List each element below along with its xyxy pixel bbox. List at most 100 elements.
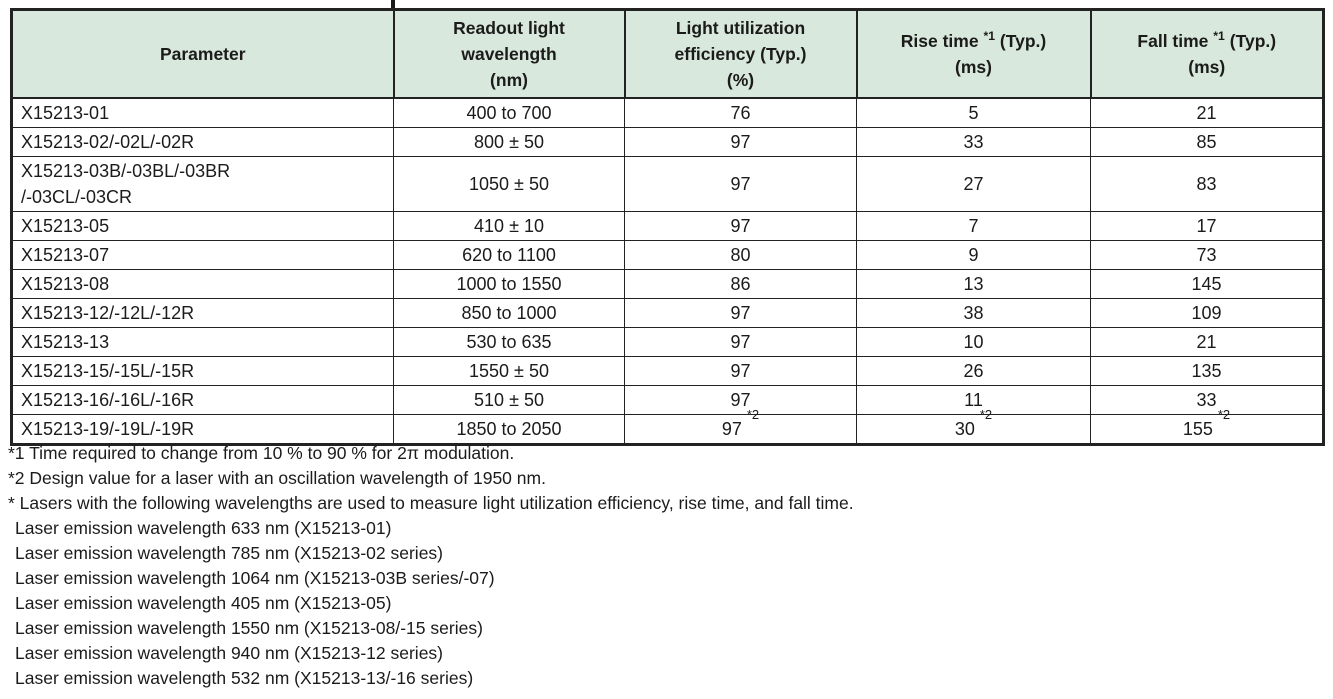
cell-wavelength: 620 to 1100 — [393, 240, 625, 270]
cell-wavelength: 400 to 700 — [393, 97, 625, 128]
cell-fall-time: 73 — [1090, 240, 1324, 270]
cell-fall-time: 83 — [1090, 156, 1324, 212]
col-header-efficiency-line2: efficiency (Typ.) — [674, 44, 807, 64]
laser-wavelength-line: Laser emission wavelength 785 nm (X15213… — [15, 543, 444, 563]
cell-fall-time: 21 — [1090, 327, 1324, 357]
cell-fall-time: 85 — [1090, 127, 1324, 157]
cell-efficiency: 80 — [624, 240, 857, 270]
cell-parameter: X15213-15/-15L/-15R — [11, 356, 394, 386]
footnotes: *1 Time required to change from 10 % to … — [8, 441, 854, 691]
table-row: X15213-16/-16L/-16R 510 ± 50 97 11 33 — [11, 385, 1324, 415]
cell-fall-time: 17 — [1090, 211, 1324, 241]
cell-parameter: X15213-19/-19L/-19R — [11, 414, 394, 445]
cell-fall-time: 135 — [1090, 356, 1324, 386]
cell-wavelength: 1000 to 1550 — [393, 269, 625, 299]
table-row: X15213-13 530 to 635 97 10 21 — [11, 327, 1324, 357]
cell-efficiency: 86 — [624, 269, 857, 299]
cell-fall-time: 145 — [1090, 269, 1324, 299]
laser-wavelength-line: Laser emission wavelength 405 nm (X15213… — [15, 593, 392, 613]
cell-rise-time: 13 — [856, 269, 1091, 299]
cropped-title-fragment — [391, 0, 395, 9]
cell-efficiency: 76 — [624, 97, 857, 128]
col-header-efficiency: Light utilization efficiency (Typ.) (%) — [623, 8, 858, 99]
table-row: X15213-05 410 ± 10 97 7 17 — [11, 211, 1324, 241]
cell-parameter: X15213-01 — [11, 97, 394, 128]
rise-footnote-marker: *1 — [983, 29, 996, 44]
col-header-parameter-label: Parameter — [159, 44, 246, 64]
cell-rise-time: 5 — [856, 97, 1091, 128]
cell-rise-time: 27 — [856, 156, 1091, 212]
table-row: X15213-03B/-03BL/-03BR /-03CL/-03CR 1050… — [11, 156, 1324, 212]
cell-rise-time: 10 — [856, 327, 1091, 357]
col-header-rise-time-line1: Rise time *1 (Typ.) — [900, 29, 1047, 51]
table-row: X15213-02/-02L/-02R 800 ± 50 97 33 85 — [11, 127, 1324, 157]
cell-rise-time: 7 — [856, 211, 1091, 241]
laser-wavelength-line: Laser emission wavelength 940 nm (X15213… — [15, 643, 444, 663]
cell-wavelength: 410 ± 10 — [393, 211, 625, 241]
col-header-wavelength: Readout light wavelength (nm) — [392, 8, 626, 99]
cell-wavelength: 850 to 1000 — [393, 298, 625, 328]
col-header-parameter: Parameter — [10, 8, 395, 99]
spec-table: Parameter Readout light wavelength (nm) … — [10, 8, 1325, 446]
cell-parameter: X15213-07 — [11, 240, 394, 270]
table-row: X15213-19/-19L/-19R 1850 to 2050 97*2 30… — [11, 408, 1324, 445]
cell-fall-time-note: *2 — [1217, 407, 1231, 422]
fall-footnote-marker: *1 — [1213, 29, 1225, 44]
laser-wavelength-line: Laser emission wavelength 532 nm (X15213… — [15, 668, 474, 688]
cell-rise-time: 11 — [856, 385, 1091, 415]
cell-efficiency: 97 — [624, 127, 857, 157]
cell-efficiency: 97 — [624, 156, 857, 212]
cell-wavelength: 1550 ± 50 — [393, 356, 625, 386]
cell-fall-time: 155*2 — [1090, 408, 1324, 445]
table-header-row: Parameter Readout light wavelength (nm) … — [10, 8, 1325, 99]
cell-wavelength: 1850 to 2050 — [393, 414, 625, 445]
cell-efficiency-note: *2 — [746, 407, 760, 422]
table-row: X15213-15/-15L/-15R 1550 ± 50 97 26 135 — [11, 356, 1324, 386]
col-header-efficiency-line1: Light utilization — [675, 18, 806, 38]
laser-wavelength-line: Laser emission wavelength 1064 nm (X1521… — [15, 568, 495, 588]
cell-efficiency: 97 — [624, 327, 857, 357]
cell-rise-time: 9 — [856, 240, 1091, 270]
cell-wavelength: 1050 ± 50 — [393, 156, 625, 212]
col-header-wavelength-line1: Readout light — [453, 18, 565, 38]
cell-parameter: X15213-13 — [11, 327, 394, 357]
cell-efficiency: 97*2 — [624, 408, 857, 445]
table-row: X15213-07 620 to 1100 80 9 73 — [11, 240, 1324, 270]
cell-efficiency: 97 — [624, 298, 857, 328]
cell-rise-time: 33 — [856, 127, 1091, 157]
footnote-general: * Lasers with the following wavelengths … — [8, 493, 854, 513]
table-row: X15213-01 400 to 700 76 5 21 — [11, 97, 1324, 128]
col-header-fall-time-line1: Fall time *1 (Typ.) — [1137, 29, 1277, 51]
cell-parameter: X15213-12/-12L/-12R — [11, 298, 394, 328]
cell-parameter: X15213-02/-02L/-02R — [11, 127, 394, 157]
cell-parameter: X15213-05 — [11, 211, 394, 241]
footnote-2: *2 Design value for a laser with an osci… — [8, 468, 546, 488]
table-row: X15213-12/-12L/-12R 850 to 1000 97 38 10… — [11, 298, 1324, 328]
cell-parameter: X15213-03B/-03BL/-03BR /-03CL/-03CR — [11, 156, 394, 212]
col-header-wavelength-line2: wavelength — [461, 44, 557, 64]
col-header-fall-time-unit: (ms) — [1188, 57, 1226, 77]
col-header-rise-time: Rise time *1 (Typ.) (ms) — [855, 8, 1092, 99]
cell-rise-time-note: *2 — [979, 407, 993, 422]
cell-wavelength: 510 ± 50 — [393, 385, 625, 415]
cell-fall-time: 33 — [1090, 385, 1324, 415]
cell-fall-time: 109 — [1090, 298, 1324, 328]
col-header-wavelength-unit: (nm) — [490, 70, 528, 90]
table-body: X15213-01 400 to 700 76 5 21 X15213-02/-… — [11, 97, 1324, 445]
laser-wavelength-line: Laser emission wavelength 1550 nm (X1521… — [15, 618, 483, 638]
laser-wavelength-line: Laser emission wavelength 633 nm (X15213… — [15, 518, 392, 538]
table-row: X15213-08 1000 to 1550 86 13 145 — [11, 269, 1324, 299]
cell-efficiency: 97 — [624, 211, 857, 241]
cell-parameter: X15213-08 — [11, 269, 394, 299]
col-header-efficiency-unit: (%) — [726, 70, 755, 90]
table-header: Parameter Readout light wavelength (nm) … — [10, 8, 1325, 99]
cell-rise-time: 30*2 — [856, 408, 1091, 445]
cell-rise-time: 38 — [856, 298, 1091, 328]
cell-efficiency: 97 — [624, 385, 857, 415]
cell-wavelength: 530 to 635 — [393, 327, 625, 357]
col-header-fall-time: Fall time *1 (Typ.) (ms) — [1089, 8, 1325, 99]
cell-wavelength: 800 ± 50 — [393, 127, 625, 157]
cell-parameter: X15213-16/-16L/-16R — [11, 385, 394, 415]
laser-wavelength-list: Laser emission wavelength 633 nm (X15213… — [8, 516, 854, 691]
footnote-1: *1 Time required to change from 10 % to … — [8, 443, 515, 463]
